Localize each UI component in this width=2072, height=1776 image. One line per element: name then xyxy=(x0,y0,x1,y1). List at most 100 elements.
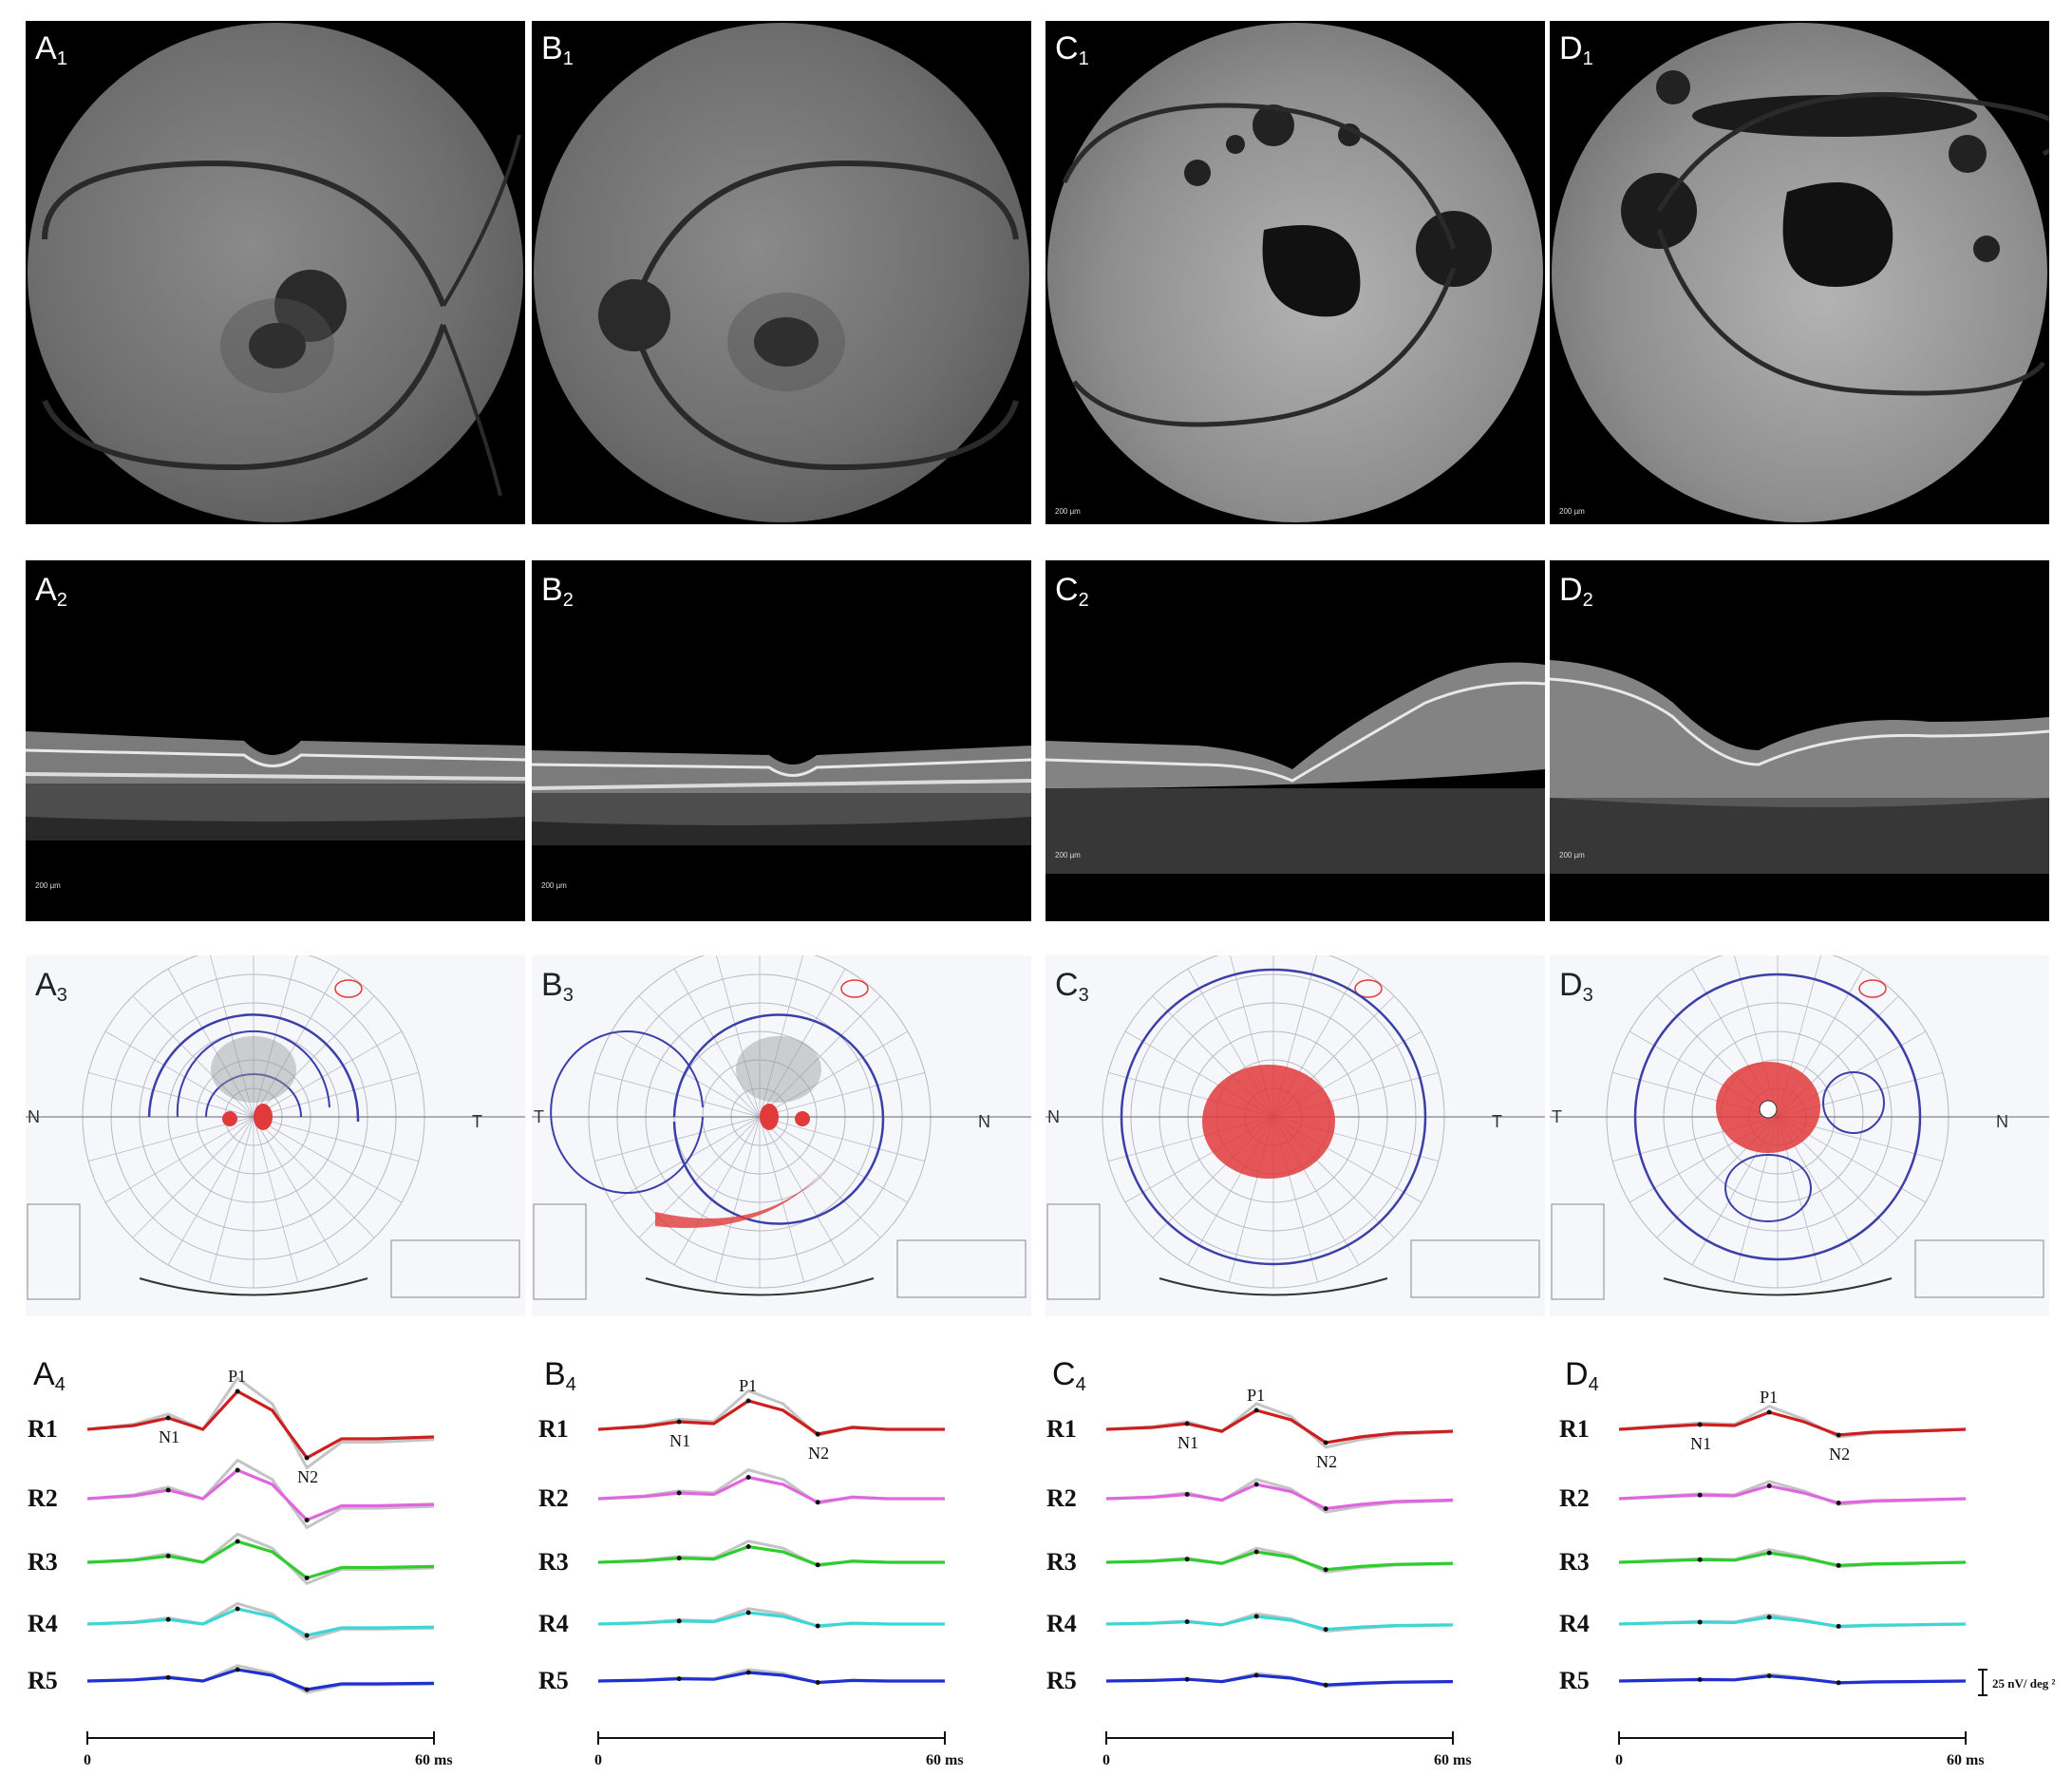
vf-scale-arc xyxy=(645,1277,875,1296)
erg-peak-marker xyxy=(815,1680,820,1685)
erg-trace xyxy=(86,1607,435,1637)
erg-row-label: R2 xyxy=(538,1484,569,1512)
erg-trace xyxy=(86,1668,435,1691)
erg-row-label: R1 xyxy=(28,1415,58,1443)
erg-axis-end-label: 60 ms xyxy=(1434,1752,1472,1767)
erg-trace xyxy=(1618,1673,1967,1685)
fundus-vessels xyxy=(598,160,1019,471)
erg-peak-marker xyxy=(1323,1682,1328,1688)
vf-grid-spoke xyxy=(132,995,254,1118)
erg-trace xyxy=(1105,1408,1454,1445)
erg-row-label: R3 xyxy=(28,1548,58,1576)
vf-grid-spoke xyxy=(104,1030,254,1118)
vf-side-right: N xyxy=(978,1112,990,1131)
vf-grid-spoke xyxy=(253,1030,403,1118)
oct-panel-b2: B2 200 µm xyxy=(532,560,1031,921)
vf-grid-spoke xyxy=(759,955,803,1118)
erg-axis-start-label: 0 xyxy=(594,1752,602,1767)
vf-isopter-mid xyxy=(550,1030,704,1194)
vf-shaded-area xyxy=(211,1036,296,1103)
vf-legend-table xyxy=(1551,1203,1605,1300)
vf-legend-table xyxy=(1046,1203,1101,1300)
erg-axis-end-label: 60 ms xyxy=(1947,1752,1985,1767)
vf-shaded-area xyxy=(736,1036,821,1103)
vf-panel-a3: A3 N T xyxy=(26,955,525,1316)
erg-peak-marker xyxy=(1766,1615,1772,1620)
erg-peak-marker xyxy=(165,1415,171,1421)
erg-trace xyxy=(1618,1551,1967,1567)
vf-side-left: T xyxy=(534,1107,544,1126)
erg-axis-start-label: 0 xyxy=(1102,1752,1110,1767)
erg-peak-marker xyxy=(1253,1549,1259,1555)
erg-peak-marker xyxy=(745,1670,751,1675)
vf-record-box xyxy=(1410,1239,1540,1298)
erg-peak-marker xyxy=(1836,1501,1841,1505)
erg-peak-marker xyxy=(1323,1506,1328,1511)
erg-peak-marker xyxy=(1836,1432,1841,1438)
erg-peak-label: N1 xyxy=(1177,1433,1198,1452)
erg-peak-marker xyxy=(1323,1440,1328,1445)
vf-inferior-defect xyxy=(655,1145,845,1228)
panel-label-c3: C3 xyxy=(1055,967,1089,1006)
vf-grid-spoke xyxy=(253,1072,419,1118)
erg-peak-marker xyxy=(1184,1492,1190,1497)
fundus-atrophy xyxy=(1621,70,2049,396)
scale-bar-text: 200 µm xyxy=(35,881,61,890)
erg-peak-label: P1 xyxy=(228,1367,246,1386)
erg-panel-c4: C4 R1 N1 P1 N2 R2 R3 R4 R5 0 60 ms xyxy=(1045,1349,1544,1767)
vf-blind-spot xyxy=(760,1104,779,1130)
erg-peak-marker xyxy=(1766,1409,1772,1415)
vf-grid-spoke xyxy=(167,968,254,1118)
vf-chart xyxy=(1550,955,2049,1300)
erg-peak-marker xyxy=(815,1562,820,1568)
erg-traces: R1 N1 P1 N2 R2 R3 R4 R5 0 60 ms xyxy=(538,1376,964,1767)
oct-scan xyxy=(1045,662,1545,874)
erg-axis-end-label: 60 ms xyxy=(415,1752,453,1767)
vf-grid-spoke xyxy=(715,1116,761,1282)
erg-peak-marker xyxy=(1836,1562,1841,1568)
erg-peak-marker xyxy=(1253,1408,1259,1413)
vf-record-box xyxy=(1914,1239,2044,1298)
erg-peak-marker xyxy=(1184,1421,1190,1426)
vf-grid-spoke xyxy=(716,955,761,1118)
fundus-panel-b1: B1 xyxy=(532,21,1031,524)
oct-panel-a2: A2 200 µm xyxy=(26,560,525,921)
erg-peak-marker xyxy=(745,1475,751,1480)
fundus-vessels xyxy=(42,134,521,497)
vf-blind-spot xyxy=(254,1104,273,1130)
erg-peak-marker xyxy=(165,1487,171,1493)
erg-row-label: R2 xyxy=(1046,1484,1077,1512)
erg-peak-marker xyxy=(1253,1614,1259,1619)
erg-peak-label: N2 xyxy=(297,1467,318,1486)
vf-grid-spoke xyxy=(759,1030,909,1118)
erg-reference-trace xyxy=(86,1375,435,1470)
vf-grid-spoke xyxy=(253,1116,340,1266)
vf-grid-spoke xyxy=(253,1116,375,1238)
vf-spared-center xyxy=(1759,1100,1778,1119)
vf-grid-spoke xyxy=(759,1116,909,1203)
vf-grid-spoke xyxy=(611,1116,761,1203)
erg-peak-marker xyxy=(1697,1422,1703,1427)
erg-peak-marker xyxy=(235,1467,240,1473)
erg-peak-marker xyxy=(745,1610,751,1615)
vf-isopter-outer xyxy=(672,1013,885,1225)
erg-peak-label: P1 xyxy=(1760,1388,1778,1407)
erg-row-label: R5 xyxy=(1046,1667,1077,1694)
erg-trace xyxy=(597,1611,945,1628)
erg-trace xyxy=(86,1540,435,1580)
fundus-image xyxy=(28,23,523,522)
erg-peak-marker xyxy=(815,1431,820,1437)
erg-peak-marker xyxy=(304,1633,310,1638)
erg-peak-marker xyxy=(676,1618,682,1624)
erg-peak-marker xyxy=(745,1544,751,1549)
erg-scale-label: 25 nV/ deg ² xyxy=(1992,1676,2055,1691)
oct-panel-d2: D2 200 µm xyxy=(1550,560,2049,921)
erg-peak-marker xyxy=(165,1674,171,1680)
erg-row-label: R5 xyxy=(28,1667,58,1694)
oct-scan xyxy=(26,731,525,841)
erg-row-label: R3 xyxy=(538,1548,569,1576)
erg-trace xyxy=(1105,1615,1454,1632)
erg-traces: R1 N1 P1 N2 R2 R3 R4 R5 0 60 ms xyxy=(1046,1386,1472,1767)
vf-grid-spoke xyxy=(759,1116,881,1238)
vf-chart xyxy=(1045,955,1545,1300)
